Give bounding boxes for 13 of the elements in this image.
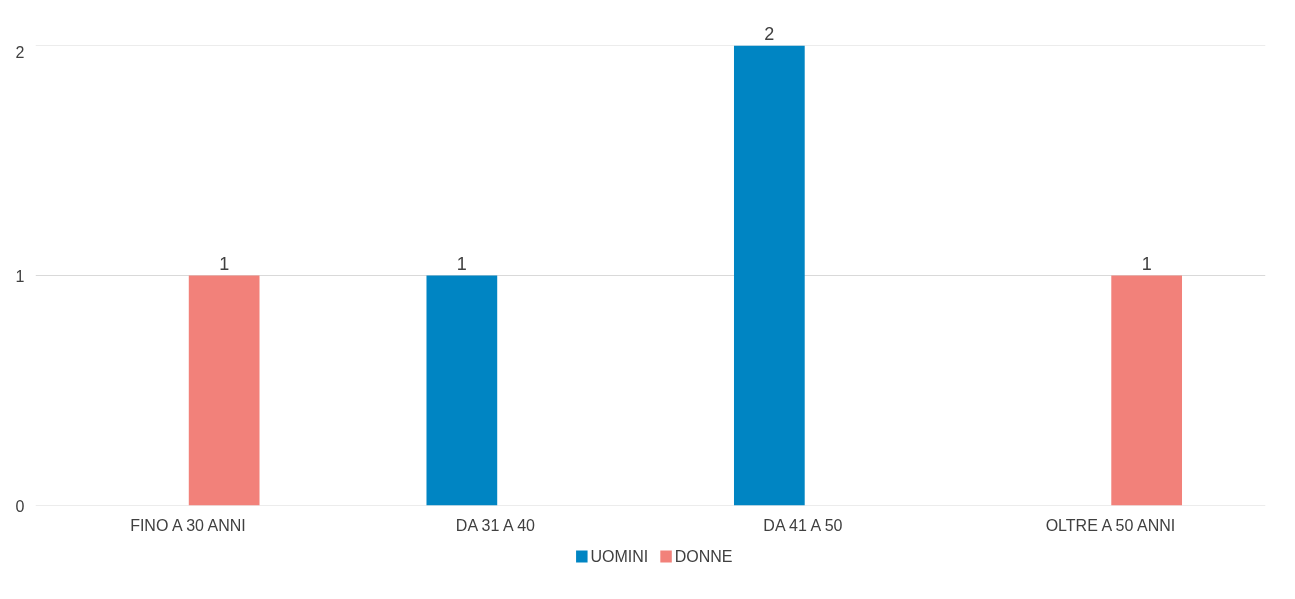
data-label: 1 [456, 253, 467, 274]
y-tick-label: 0 [15, 497, 25, 515]
data-label: 1 [219, 253, 230, 274]
x-tick-label: FINO A 30 ANNI [130, 516, 246, 534]
x-tick-label: DA 31 A 40 [455, 516, 536, 534]
x-tick-label: OLTRE A 50 ANNI [1045, 516, 1176, 534]
data-label: 1 [1141, 253, 1152, 274]
legend-label: DONNE [674, 548, 733, 565]
data-label: 2 [764, 23, 775, 44]
y-tick-label: 2 [15, 43, 25, 61]
legend-label: UOMINI [590, 548, 649, 565]
y-tick-label: 1 [15, 267, 25, 285]
x-tick-label: DA 41 A 50 [763, 516, 843, 534]
